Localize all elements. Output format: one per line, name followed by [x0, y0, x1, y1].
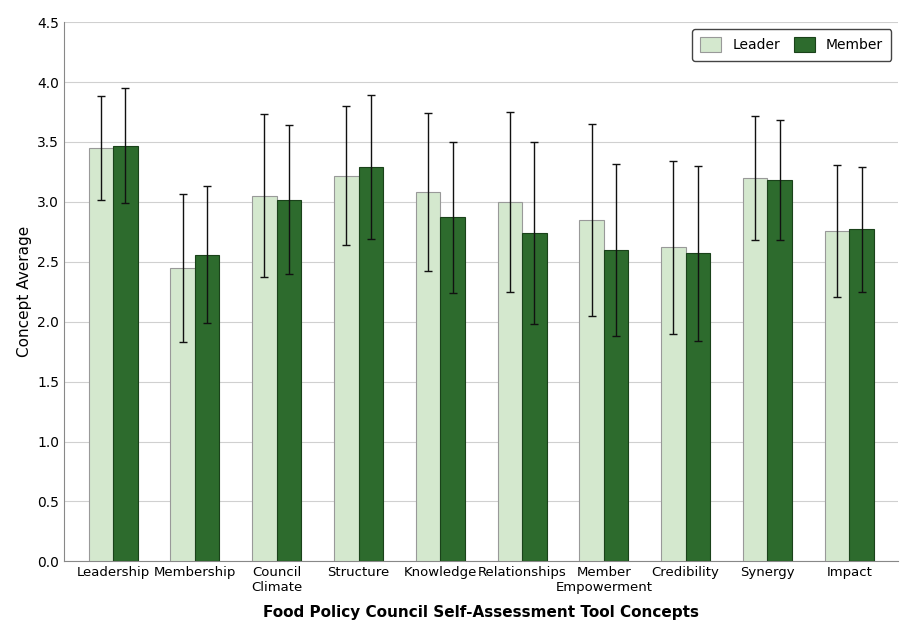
Bar [604, 250, 629, 561]
Bar [522, 233, 546, 561]
Bar [849, 229, 874, 561]
Bar [334, 176, 359, 561]
Bar [89, 148, 113, 561]
Bar [276, 199, 301, 561]
Bar [685, 254, 710, 561]
Bar [359, 167, 383, 561]
Bar [170, 268, 195, 561]
Bar [195, 255, 220, 561]
Bar [113, 146, 137, 561]
Bar [743, 178, 768, 561]
Bar [824, 231, 849, 561]
Bar [415, 192, 440, 561]
Bar [253, 196, 276, 561]
Bar [440, 217, 465, 561]
Legend: Leader, Member: Leader, Member [692, 29, 891, 61]
X-axis label: Food Policy Council Self-Assessment Tool Concepts: Food Policy Council Self-Assessment Tool… [264, 605, 699, 620]
Bar [768, 180, 792, 561]
Bar [662, 247, 685, 561]
Bar [498, 202, 522, 561]
Y-axis label: Concept Average: Concept Average [16, 226, 32, 357]
Bar [579, 220, 604, 561]
